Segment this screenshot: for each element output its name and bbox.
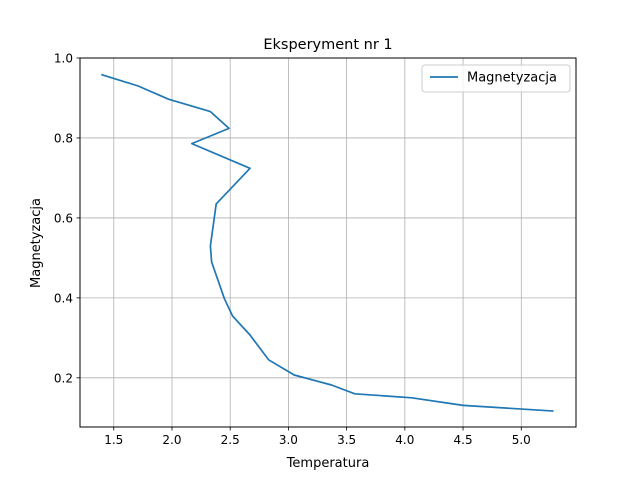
legend-box: [421, 64, 571, 93]
data-point: [462, 404, 464, 406]
x-tick-label: 4.0: [395, 433, 414, 447]
legend: Magnetyzacja: [421, 64, 571, 93]
plot-frame: [79, 57, 577, 428]
x-tick-label: 5.0: [512, 433, 531, 447]
x-tick-label: 4.5: [454, 433, 473, 447]
data-point: [354, 393, 356, 395]
y-tick-label: 1.0: [54, 52, 73, 66]
data-point: [211, 261, 213, 263]
data-point: [137, 85, 139, 87]
data-point: [249, 334, 251, 336]
x-tick-label: 3.0: [279, 433, 298, 447]
data-point: [191, 143, 193, 145]
y-tick-label: 0.6: [54, 211, 73, 225]
data-point: [209, 245, 211, 247]
data-point: [552, 410, 554, 412]
y-axis-label: Magnetyzacja: [29, 198, 44, 288]
data-point: [249, 167, 251, 169]
y-tick-label: 0.4: [54, 291, 73, 305]
x-axis-label: Temperatura: [286, 456, 370, 471]
legend-label-magnetyzacja: Magnetyzacja: [467, 71, 557, 86]
chart-title: Eksperyment nr 1: [263, 37, 392, 53]
data-point: [223, 298, 225, 300]
data-point: [167, 98, 170, 100]
x-tick-label: 2.5: [221, 433, 240, 447]
data-point: [293, 374, 295, 376]
x-tick-label: 1.5: [104, 433, 123, 447]
y-axis: 0.2 0.4 0.6 0.8 1.0: [54, 52, 80, 385]
data-point: [268, 359, 270, 361]
y-tick-label: 0.2: [54, 371, 73, 385]
grid: [80, 57, 576, 427]
data-point: [101, 74, 103, 76]
x-tick-label: 3.5: [337, 433, 356, 447]
data-point: [228, 127, 230, 129]
data-point: [411, 397, 413, 399]
series-line-magnetyzacja: [101, 73, 554, 412]
data-point: [231, 315, 234, 317]
y-tick-label: 0.8: [54, 131, 73, 145]
data-point: [215, 203, 217, 205]
x-axis: 1.5 2.0 2.5 3.0 3.5 4.0 4.5 5.0: [104, 427, 531, 447]
x-tick-label: 2.0: [162, 433, 181, 447]
series-layer: [101, 73, 554, 412]
data-point: [209, 111, 211, 113]
data-point: [330, 384, 333, 386]
